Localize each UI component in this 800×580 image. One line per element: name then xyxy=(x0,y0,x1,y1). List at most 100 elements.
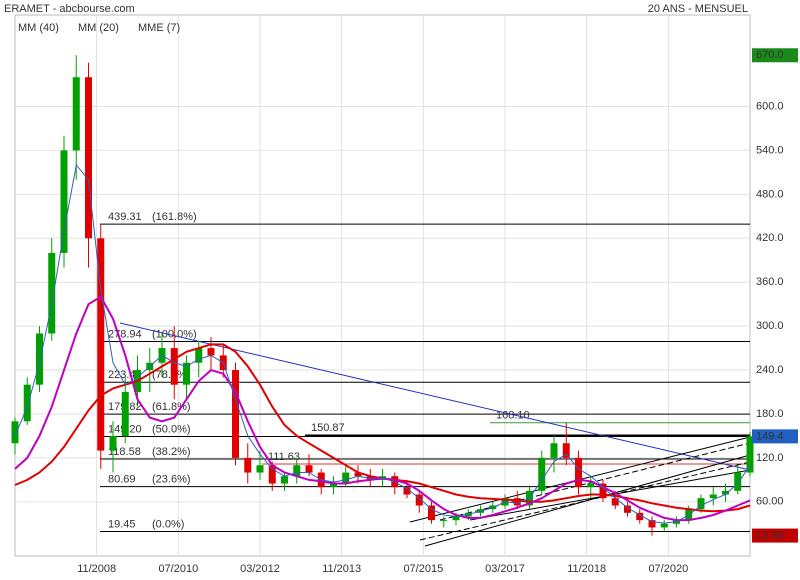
legend-entry: MM (20) xyxy=(78,22,119,34)
fibonacci-value: 80.69 xyxy=(108,474,136,486)
y-tick-label: 420.0 xyxy=(756,232,784,244)
x-tick-label: 11/2018 xyxy=(567,563,606,575)
candle-body xyxy=(562,443,570,458)
y-tick-label: 120.0 xyxy=(756,452,784,464)
trend-line xyxy=(439,442,751,521)
candle-body xyxy=(354,472,362,477)
chart-subtitle: 20 ANS - MENSUEL xyxy=(648,3,748,15)
candle-body xyxy=(403,487,411,495)
y-tick-label: 300.0 xyxy=(756,320,784,332)
price-box-label: 670.0 xyxy=(756,49,784,61)
fibonacci-ratio: (61.8%) xyxy=(152,401,191,413)
x-tick-label: 11/2013 xyxy=(322,563,361,575)
trend-line xyxy=(119,322,751,471)
candle-body xyxy=(428,505,435,521)
fibonacci-ratio: (161.8%) xyxy=(152,211,197,223)
ma-line xyxy=(14,163,751,524)
legend-entry: MME (7) xyxy=(138,22,180,34)
y-tick-label: 540.0 xyxy=(756,144,784,156)
candle-body xyxy=(538,457,546,491)
x-tick-label: 03/2017 xyxy=(485,563,525,575)
candle-body xyxy=(611,498,619,506)
candle-body xyxy=(440,520,448,522)
candle-body xyxy=(85,77,92,239)
candle-body xyxy=(648,520,656,528)
candle-body xyxy=(11,421,19,444)
chart-title: ERAMET - abcbourse.com xyxy=(4,3,135,15)
x-tick-label: 07/2015 xyxy=(403,563,443,575)
candle-body xyxy=(23,384,31,422)
candle-body xyxy=(513,498,521,506)
candle-body xyxy=(256,465,264,473)
candle-body xyxy=(268,465,276,484)
candle-body xyxy=(244,457,252,473)
candle-body xyxy=(587,483,595,488)
candle-body xyxy=(48,252,56,334)
candle-body xyxy=(72,77,80,151)
candle-body xyxy=(624,505,631,513)
fibonacci-value: 223.41 xyxy=(108,369,142,381)
fibonacci-value: 439.31 xyxy=(108,211,142,223)
candle-body xyxy=(636,512,644,521)
candle-body xyxy=(195,348,203,363)
candle-body xyxy=(660,523,668,528)
candle-body xyxy=(697,498,705,510)
price-box xyxy=(752,429,798,444)
candle-body xyxy=(207,348,215,356)
annotation-label: 111.63 xyxy=(268,451,300,463)
price-box xyxy=(752,48,798,63)
grid-layer: 60.00 120.0 180.0 240.0 300.0 360.0 420.0 480.0… xyxy=(15,15,784,575)
data-layer xyxy=(11,55,754,536)
candle-body xyxy=(170,348,178,385)
x-tick-label: 03/2012 xyxy=(240,563,280,575)
ma-line xyxy=(14,295,751,522)
fibonacci-value: 19.45 xyxy=(108,518,136,530)
fibonacci-ratio: (23.6%) xyxy=(152,474,191,486)
legend-entry: MM (40) xyxy=(18,22,59,34)
candle-body xyxy=(305,465,313,473)
candle-body xyxy=(709,494,717,499)
candle-body xyxy=(599,483,607,499)
candle-body xyxy=(722,490,729,495)
price-box xyxy=(752,528,798,543)
trend-line xyxy=(419,461,751,541)
candle-body xyxy=(121,392,129,436)
candle-body xyxy=(550,443,558,458)
candle-body xyxy=(36,333,43,385)
candle-body xyxy=(60,150,68,253)
annotation-label: 150.87 xyxy=(311,422,345,434)
candle-body xyxy=(575,457,582,488)
candle-body xyxy=(232,370,239,458)
candle-body xyxy=(293,465,301,477)
candle-body xyxy=(734,472,742,491)
fibonacci-ratio: (0.0%) xyxy=(152,518,184,530)
y-tick-label: 360.0 xyxy=(756,276,784,288)
fibonacci-ratio: (50.0%) xyxy=(152,423,191,435)
candle-body xyxy=(452,516,460,521)
y-tick-label: 240.0 xyxy=(756,364,784,376)
candle-body xyxy=(746,436,754,473)
y-tick-label: 60.00 xyxy=(756,496,784,508)
candle-body xyxy=(281,476,288,484)
x-tick-label: 07/2020 xyxy=(648,563,688,575)
candle-body xyxy=(97,238,105,451)
price-box-label: 13.90 xyxy=(756,529,784,541)
price-box-label: 149.4 xyxy=(756,430,784,442)
candle-body xyxy=(109,435,117,451)
candle-body xyxy=(183,362,190,385)
fibonacci-value: 278.94 xyxy=(108,328,142,340)
candle-body xyxy=(342,472,350,484)
y-tick-label: 600.0 xyxy=(756,100,784,112)
x-tick-label: 07/2010 xyxy=(158,563,198,575)
candle-body xyxy=(415,494,423,506)
y-tick-label: 480.0 xyxy=(756,188,784,200)
plot-frame xyxy=(14,14,751,557)
y-tick-label: 180.0 xyxy=(756,408,784,420)
x-tick-label: 11/2008 xyxy=(77,563,116,575)
annotation-label: 168.10 xyxy=(496,410,530,422)
fibonacci-ratio: (38.2%) xyxy=(152,446,191,458)
candle-body xyxy=(330,483,337,488)
